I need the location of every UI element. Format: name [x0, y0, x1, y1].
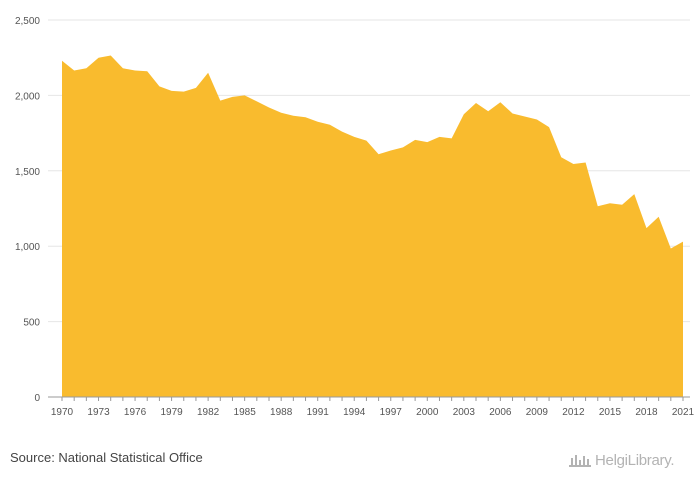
x-ticks: 1970 1973 1976 1979 1982 1985 1988 1991 1994 1997… — [51, 397, 695, 418]
x-tick-label: 2006 — [489, 407, 512, 418]
x-tick-label: 2012 — [562, 407, 585, 418]
y-tick-label: 2,000 — [15, 91, 40, 102]
x-tick-label: 2018 — [635, 407, 658, 418]
x-tick-label: 1976 — [124, 407, 147, 418]
logo-text: HelgiLibrary. — [595, 451, 675, 469]
x-tick-label: 2021 — [672, 407, 695, 418]
x-tick-label: 1988 — [270, 407, 293, 418]
y-tick-label: 500 — [23, 318, 40, 329]
source-note: Source: National Statistical Office — [10, 450, 203, 465]
x-tick-label: 1994 — [343, 407, 366, 418]
x-tick-label: 1997 — [380, 407, 403, 418]
y-tick-label: 2,500 — [15, 16, 40, 27]
y-tick-label: 1,500 — [15, 167, 40, 178]
x-tick-label: 1985 — [234, 407, 257, 418]
x-tick-label: 2003 — [453, 407, 476, 418]
x-tick-label: 1970 — [51, 407, 74, 418]
x-tick-label: 2015 — [599, 407, 622, 418]
x-tick-label: 1979 — [160, 407, 183, 418]
y-tick-label: 0 — [34, 393, 40, 404]
x-tick-label: 1991 — [307, 407, 330, 418]
x-tick-label: 1973 — [87, 407, 110, 418]
x-tick-label: 1982 — [197, 407, 220, 418]
library-building-icon — [569, 455, 591, 467]
x-tick-label: 2000 — [416, 407, 439, 418]
helgi-library-logo: HelgiLibrary. — [568, 450, 674, 470]
x-tick-label: 2009 — [526, 407, 549, 418]
area-series — [62, 55, 683, 397]
y-tick-labels: 0 500 1,000 1,500 2,000 2,500 — [15, 16, 40, 404]
y-tick-label: 1,000 — [15, 242, 40, 253]
